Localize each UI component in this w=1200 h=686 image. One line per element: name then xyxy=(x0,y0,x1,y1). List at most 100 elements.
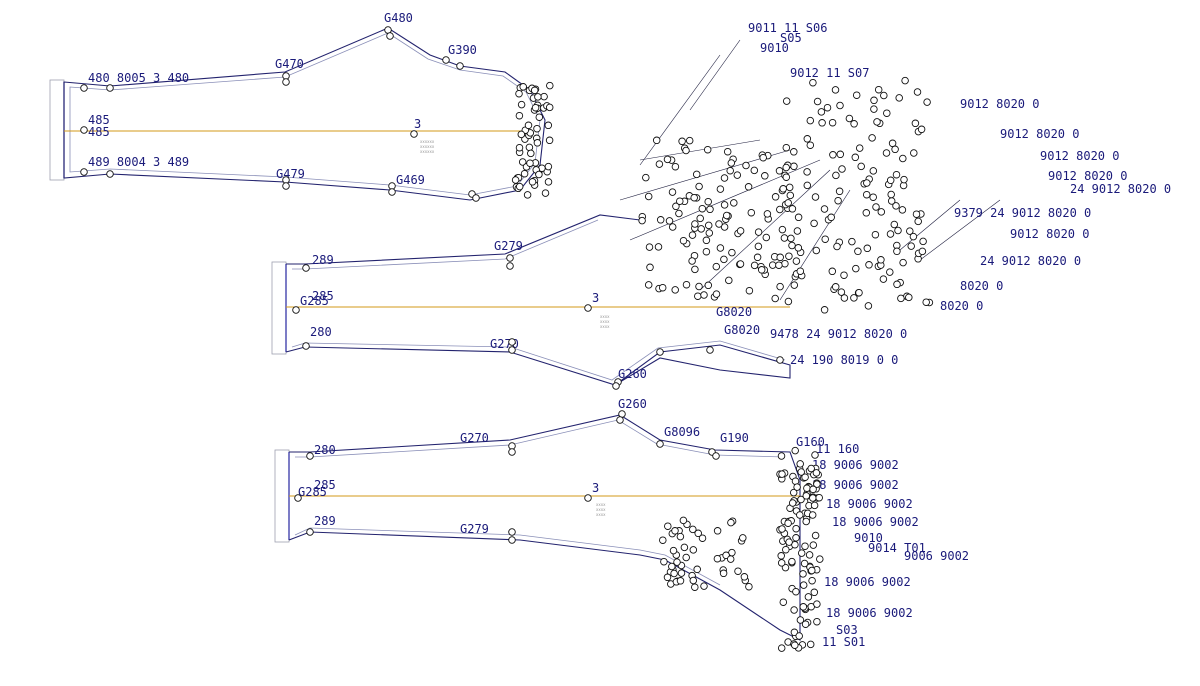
point-marker xyxy=(656,440,664,448)
point-marker xyxy=(785,183,794,192)
svg-text:xxxx: xxxx xyxy=(596,507,606,512)
point-label: 9012 8020 0 xyxy=(1048,169,1127,183)
piece-outline xyxy=(288,414,801,641)
point-marker xyxy=(517,100,526,109)
point-marker xyxy=(835,187,844,196)
point-marker xyxy=(688,231,697,239)
point-marker xyxy=(838,165,846,173)
point-marker xyxy=(811,451,819,459)
point-marker xyxy=(899,258,907,267)
point-marker xyxy=(682,146,690,155)
point-marker xyxy=(520,169,529,178)
point-label: G8020 xyxy=(724,323,760,337)
svg-text:xxxx: xxxx xyxy=(600,319,610,324)
point-marker xyxy=(690,193,698,202)
point-marker xyxy=(736,260,745,268)
point-label: 18 9006 9002 xyxy=(824,575,911,589)
point-marker xyxy=(723,147,732,156)
point-marker xyxy=(818,119,826,127)
point-marker xyxy=(877,208,886,216)
point-marker xyxy=(541,189,550,197)
point-marker xyxy=(652,136,661,145)
point-marker xyxy=(893,280,901,289)
point-marker xyxy=(850,120,858,128)
point-marker xyxy=(692,170,701,179)
point-marker xyxy=(913,88,922,96)
point-marker xyxy=(694,529,702,538)
point-marker xyxy=(518,158,527,166)
point-marker xyxy=(793,227,802,235)
point-marker xyxy=(882,149,891,157)
point-marker xyxy=(533,139,542,147)
point-marker xyxy=(754,228,763,236)
point-marker xyxy=(845,114,854,123)
point-marker xyxy=(761,172,769,180)
point-marker xyxy=(675,209,683,218)
point-marker xyxy=(874,85,883,94)
point-marker xyxy=(677,569,686,577)
point-marker xyxy=(828,118,837,127)
point-marker xyxy=(442,56,450,64)
point-label: G279 xyxy=(460,522,489,536)
point-marker xyxy=(804,593,813,601)
point-marker xyxy=(855,288,863,297)
point-marker xyxy=(803,484,811,492)
point-label: 9478 24 9012 8020 0 xyxy=(770,327,907,341)
point-marker xyxy=(515,111,524,120)
point-marker xyxy=(790,628,799,637)
point-marker xyxy=(704,281,713,290)
piece-inner-line xyxy=(294,419,786,586)
point-marker xyxy=(816,555,824,563)
point-marker xyxy=(386,32,394,40)
point-marker xyxy=(693,565,701,574)
point-marker xyxy=(80,126,88,134)
point-marker xyxy=(782,143,791,152)
point-marker xyxy=(793,483,801,491)
point-marker xyxy=(855,144,864,152)
point-marker xyxy=(535,113,544,121)
point-label: 289 xyxy=(314,514,336,528)
point-marker xyxy=(836,101,844,110)
point-marker xyxy=(852,91,861,99)
point-marker xyxy=(862,190,871,199)
point-label: 8020 0 xyxy=(960,279,1003,293)
svg-text:xxxx: xxxx xyxy=(600,314,610,319)
point-marker xyxy=(877,256,885,264)
point-label: 9012 8020 0 xyxy=(1040,149,1119,163)
point-marker xyxy=(672,202,680,211)
point-marker xyxy=(910,149,918,157)
point-marker xyxy=(905,293,913,302)
point-marker xyxy=(777,644,786,652)
point-marker xyxy=(546,81,554,90)
point-marker xyxy=(828,267,837,276)
point-marker xyxy=(519,83,527,91)
point-marker xyxy=(678,137,686,146)
point-marker xyxy=(854,247,862,256)
point-marker xyxy=(886,230,895,238)
point-label: 285 xyxy=(312,289,334,303)
point-label: G190 xyxy=(720,431,749,445)
point-marker xyxy=(776,282,784,291)
point-marker xyxy=(775,261,783,269)
point-label: 11 160 xyxy=(816,442,859,456)
point-marker xyxy=(645,243,654,251)
point-marker xyxy=(698,534,707,542)
point-marker xyxy=(788,499,797,507)
point-marker xyxy=(817,108,826,116)
point-marker xyxy=(727,159,736,167)
point-marker xyxy=(745,286,754,295)
point-marker xyxy=(781,259,789,268)
point-marker xyxy=(676,532,685,541)
point-marker xyxy=(803,135,812,143)
point-marker xyxy=(527,149,535,158)
point-marker xyxy=(887,190,895,199)
point-label: 485 xyxy=(88,113,110,127)
point-marker xyxy=(676,197,684,205)
point-marker xyxy=(801,473,809,481)
